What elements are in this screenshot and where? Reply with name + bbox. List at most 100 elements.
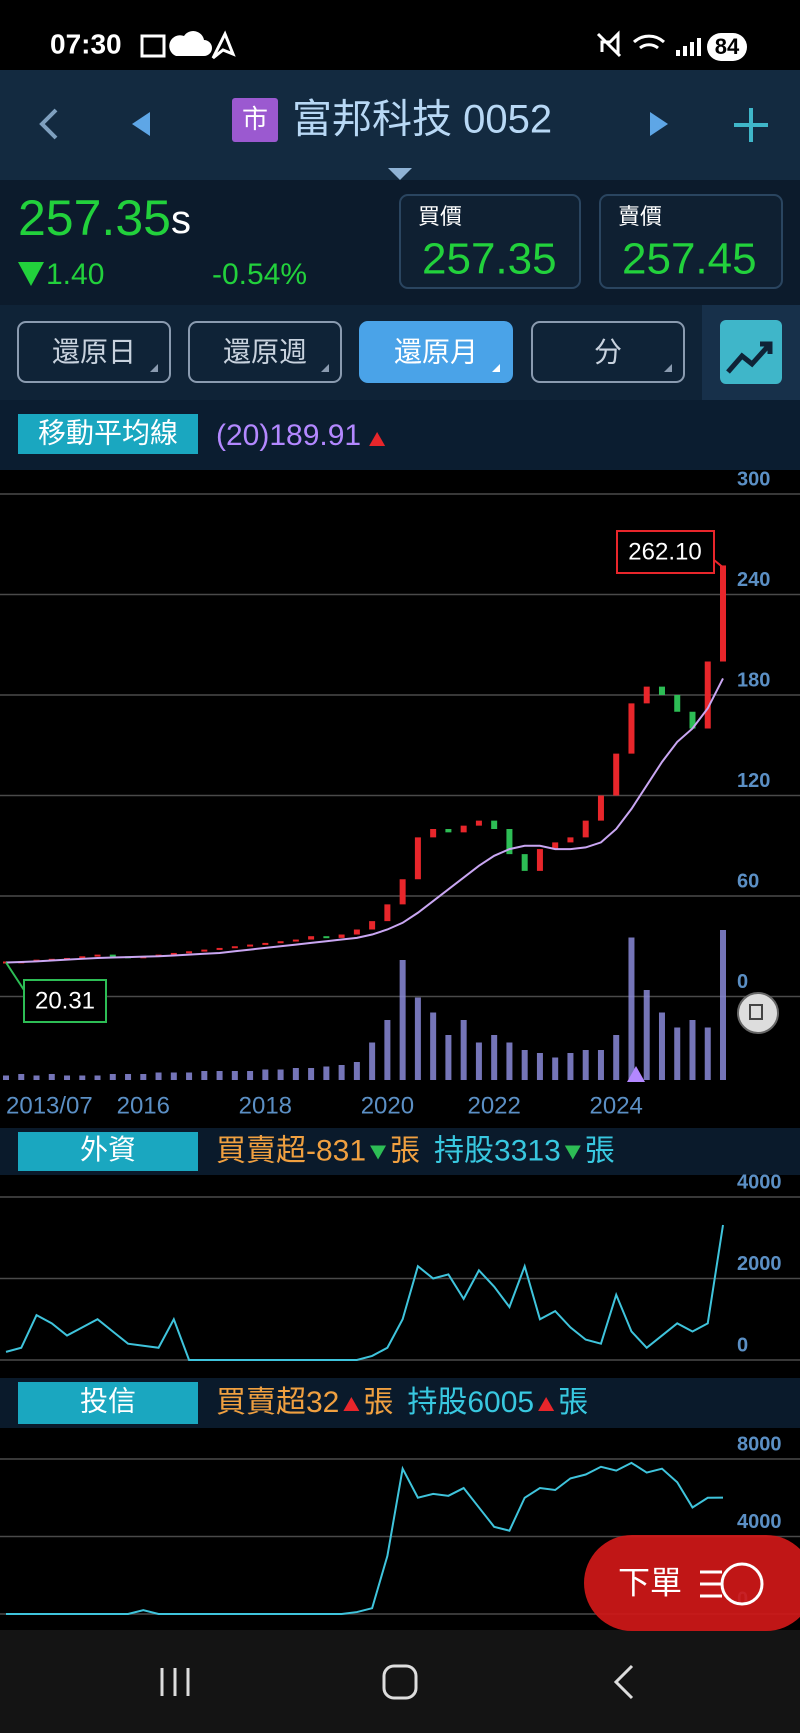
tab-label: 分 <box>594 336 622 367</box>
next-button[interactable] <box>650 112 668 136</box>
panel-tag[interactable] <box>18 1382 198 1424</box>
volume-bar <box>262 1069 269 1080</box>
y-tick-label: 240 <box>737 569 770 591</box>
candle <box>445 829 452 833</box>
nav-bar <box>0 1630 800 1733</box>
min-box <box>23 979 107 1023</box>
tab-label: 還原日 <box>52 336 136 367</box>
signal-icon <box>676 38 701 56</box>
bid-box <box>399 194 581 289</box>
y-tick-label: 4000 <box>737 1511 782 1533</box>
bid: 257.35 <box>422 235 557 284</box>
foreign-panel: 0 2000 4000 <box>0 1171 800 1361</box>
volume-bar <box>216 1071 223 1080</box>
indicator-label: 移動平均線 <box>38 417 178 448</box>
candle <box>109 954 116 957</box>
panel-text: 持股3313 <box>434 1134 561 1167</box>
prev-button[interactable] <box>132 112 150 136</box>
tab[interactable] <box>531 321 685 383</box>
candle <box>338 934 345 938</box>
tab-dropdown <box>492 364 500 372</box>
volume-bar <box>414 997 421 1080</box>
volume-bar <box>720 930 726 1080</box>
x-tick-label: 2020 <box>361 1092 414 1119</box>
volume-bar <box>704 1027 711 1080</box>
candle <box>628 703 635 754</box>
volume-bar <box>506 1042 513 1080</box>
main-chart: 0 60 120 180 240 300 2013/07 2016 2018 2020 2022 20… <box>0 468 800 1119</box>
y-tick-label: 300 <box>737 468 770 490</box>
candle <box>353 929 360 935</box>
stock-title[interactable]: 富邦科技 0052 <box>292 98 552 142</box>
indicator-tag[interactable] <box>18 414 198 454</box>
bid-label: 買價 <box>418 204 462 229</box>
market-badge <box>232 98 278 142</box>
tab[interactable] <box>359 321 513 383</box>
candle <box>643 686 650 704</box>
panel-tag-label: 投信 <box>80 1385 136 1416</box>
battery-level: 84 <box>715 34 740 59</box>
panel-text: 買賣超32 <box>216 1386 339 1419</box>
up-arrow <box>369 432 386 446</box>
volume-bar <box>186 1072 193 1080</box>
tab[interactable] <box>188 321 342 383</box>
panel-text: 持股6005 <box>407 1386 534 1419</box>
x-tick-label: 2024 <box>590 1092 643 1119</box>
volume-bar <box>292 1068 299 1080</box>
holding-line <box>6 1461 724 1615</box>
wifi-icon <box>632 34 666 50</box>
panel-tag-label: 外資 <box>80 1134 136 1165</box>
panel-text: 張 <box>558 1386 588 1419</box>
home-button[interactable] <box>382 1664 418 1700</box>
volume-bar <box>247 1071 254 1080</box>
volume-bar <box>33 1075 40 1080</box>
tab-dropdown <box>321 364 329 372</box>
y-tick-label: 0 <box>737 1334 748 1356</box>
candle <box>582 820 589 838</box>
volume-bar <box>64 1075 71 1080</box>
volume-bar <box>155 1072 162 1080</box>
candle <box>491 820 498 829</box>
candle <box>430 829 437 838</box>
status-bar <box>0 0 800 70</box>
volume-bar <box>475 1042 482 1080</box>
tab[interactable] <box>17 321 171 383</box>
candle <box>170 952 177 955</box>
volume-bar <box>338 1065 345 1080</box>
volume-bar <box>308 1068 315 1080</box>
y-tick-label: 120 <box>737 770 770 792</box>
candle <box>460 825 467 833</box>
volume-bar <box>658 1012 665 1080</box>
volume-bar <box>323 1066 330 1080</box>
back-nav-button[interactable] <box>613 1664 634 1700</box>
indicator-value: (20)189.91 <box>216 419 361 452</box>
marker <box>627 1066 645 1082</box>
volume-bar <box>353 1062 360 1080</box>
recents-button[interactable] <box>160 1668 190 1696</box>
y-tick-label: 8000 <box>737 1433 782 1455</box>
volume-bar <box>48 1074 55 1080</box>
candle <box>369 921 376 930</box>
candle <box>323 936 330 939</box>
candle <box>186 951 193 954</box>
clock: 07:30 <box>50 28 122 59</box>
add-button[interactable] <box>734 108 768 142</box>
down-arrow <box>370 1145 387 1160</box>
copy-button[interactable] <box>737 992 779 1034</box>
chart-type-button[interactable] <box>720 320 782 384</box>
panel-tag[interactable] <box>18 1132 198 1171</box>
candle <box>689 711 696 729</box>
candle <box>79 956 86 959</box>
price-value: 257.35 <box>18 190 171 246</box>
ask-label: 賣價 <box>618 204 662 229</box>
y-tick-label: 4000 <box>737 1171 782 1193</box>
back-button[interactable] <box>39 108 58 140</box>
tab-label: 還原月 <box>394 336 478 367</box>
candle <box>613 753 620 796</box>
battery <box>707 33 747 61</box>
candle <box>384 904 391 922</box>
order-label: 下單 <box>618 1564 682 1600</box>
change: 1.40 <box>46 258 104 291</box>
order-button[interactable] <box>584 1535 800 1631</box>
